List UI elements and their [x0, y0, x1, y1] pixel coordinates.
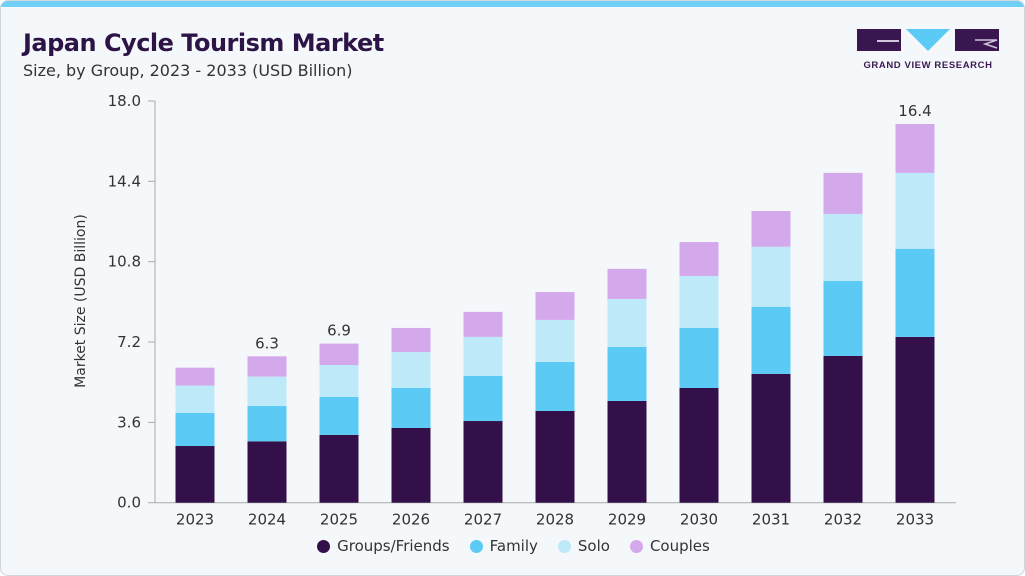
bar-segment-groups-friends	[679, 387, 719, 503]
bar-segment-groups-friends	[535, 410, 575, 503]
x-tick-label: 2026	[392, 511, 430, 529]
data-label: 16.4	[898, 102, 931, 120]
bar-segment-solo	[175, 385, 215, 413]
bar-segment-solo	[391, 352, 431, 388]
data-label: 6.9	[327, 322, 351, 340]
x-tick-label: 2030	[680, 511, 718, 529]
bar-segment-groups-friends	[823, 355, 863, 503]
x-tick-label: 2027	[464, 511, 502, 529]
y-tick-label: 14.4	[108, 172, 141, 190]
bar-segment-couples	[391, 327, 431, 353]
y-tick-label: 7.2	[117, 333, 141, 351]
legend-label: Solo	[577, 537, 610, 555]
legend-swatch-icon	[557, 539, 571, 553]
y-tick-label: 10.8	[108, 253, 141, 271]
bar-segment-couples	[247, 356, 287, 377]
logo-text: GRAND VIEW RESEARCH	[863, 60, 993, 71]
bar-segment-groups-friends	[607, 400, 647, 503]
accent-bar	[1, 1, 1024, 7]
legend-swatch-icon	[469, 539, 483, 553]
bar-segment-family	[535, 361, 575, 411]
legend-item: Groups/Friends	[317, 537, 450, 555]
bar-segment-couples	[751, 211, 791, 247]
legend-label: Family	[489, 537, 538, 555]
x-tick-label: 2025	[320, 511, 358, 529]
bar-segment-family	[247, 405, 287, 442]
bar-segment-family	[391, 387, 431, 428]
bar-segment-family	[679, 327, 719, 388]
bar-segment-groups-friends	[751, 373, 791, 503]
bar-segment-family	[175, 412, 215, 447]
bar-segment-family	[607, 346, 647, 401]
bar-segment-solo	[679, 275, 719, 328]
bar-segment-couples	[607, 268, 647, 299]
bar-segment-solo	[319, 365, 359, 397]
bar-segment-couples	[895, 123, 935, 173]
grand-view-research-logo: GRAND VIEW RESEARCH	[857, 28, 999, 73]
bar-segment-groups-friends	[319, 434, 359, 503]
x-tick-label: 2033	[896, 511, 934, 529]
bar-segment-solo	[463, 336, 503, 376]
logo-mark-icon	[857, 29, 999, 51]
bar-segment-couples	[679, 242, 719, 276]
y-tick-label: 0.0	[117, 494, 141, 512]
bar-segment-family	[463, 375, 503, 422]
bar-segment-couples	[463, 311, 503, 337]
bar-segment-couples	[175, 367, 215, 386]
data-label: 6.3	[255, 334, 279, 352]
bar-segment-family	[895, 248, 935, 337]
x-tick-label: 2029	[608, 511, 646, 529]
chart-title: Japan Cycle Tourism Market	[23, 29, 384, 57]
bar-segment-groups-friends	[463, 421, 503, 503]
legend-item: Solo	[557, 537, 610, 555]
bar-segment-solo	[751, 246, 791, 307]
y-tick-label: 3.6	[117, 413, 141, 431]
bar-segment-solo	[823, 213, 863, 281]
legend-swatch-icon	[317, 539, 331, 553]
bar-segment-couples	[823, 172, 863, 214]
y-tick-label: 18.0	[108, 92, 141, 110]
x-tick-label: 2032	[824, 511, 862, 529]
bar-segment-groups-friends	[895, 336, 935, 503]
x-tick-label: 2031	[752, 511, 790, 529]
bar-segment-couples	[319, 343, 359, 366]
bar-segment-couples	[535, 292, 575, 320]
bar-segment-solo	[895, 172, 935, 249]
x-tick-label: 2023	[176, 511, 214, 529]
bar-segment-solo	[247, 376, 287, 406]
bar-segment-family	[751, 306, 791, 374]
legend: Groups/Friends Family Solo Couples	[1, 537, 1024, 555]
bar-segment-family	[823, 280, 863, 356]
y-axis-title: Market Size (USD Billion)	[73, 214, 89, 388]
x-tick-label: 2028	[536, 511, 574, 529]
legend-label: Groups/Friends	[337, 537, 450, 555]
bar-segment-groups-friends	[247, 441, 287, 503]
legend-item: Couples	[629, 537, 710, 555]
legend-label: Couples	[649, 537, 710, 555]
bar-segment-solo	[535, 319, 575, 362]
x-tick-label: 2024	[248, 511, 286, 529]
bar-segment-family	[319, 396, 359, 435]
bar-segment-groups-friends	[175, 446, 215, 503]
legend-item: Family	[469, 537, 538, 555]
chart-subtitle: Size, by Group, 2023 - 2033 (USD Billion…	[23, 61, 353, 80]
bar-segment-solo	[607, 298, 647, 347]
bar-segment-groups-friends	[391, 427, 431, 503]
legend-swatch-icon	[629, 539, 643, 553]
